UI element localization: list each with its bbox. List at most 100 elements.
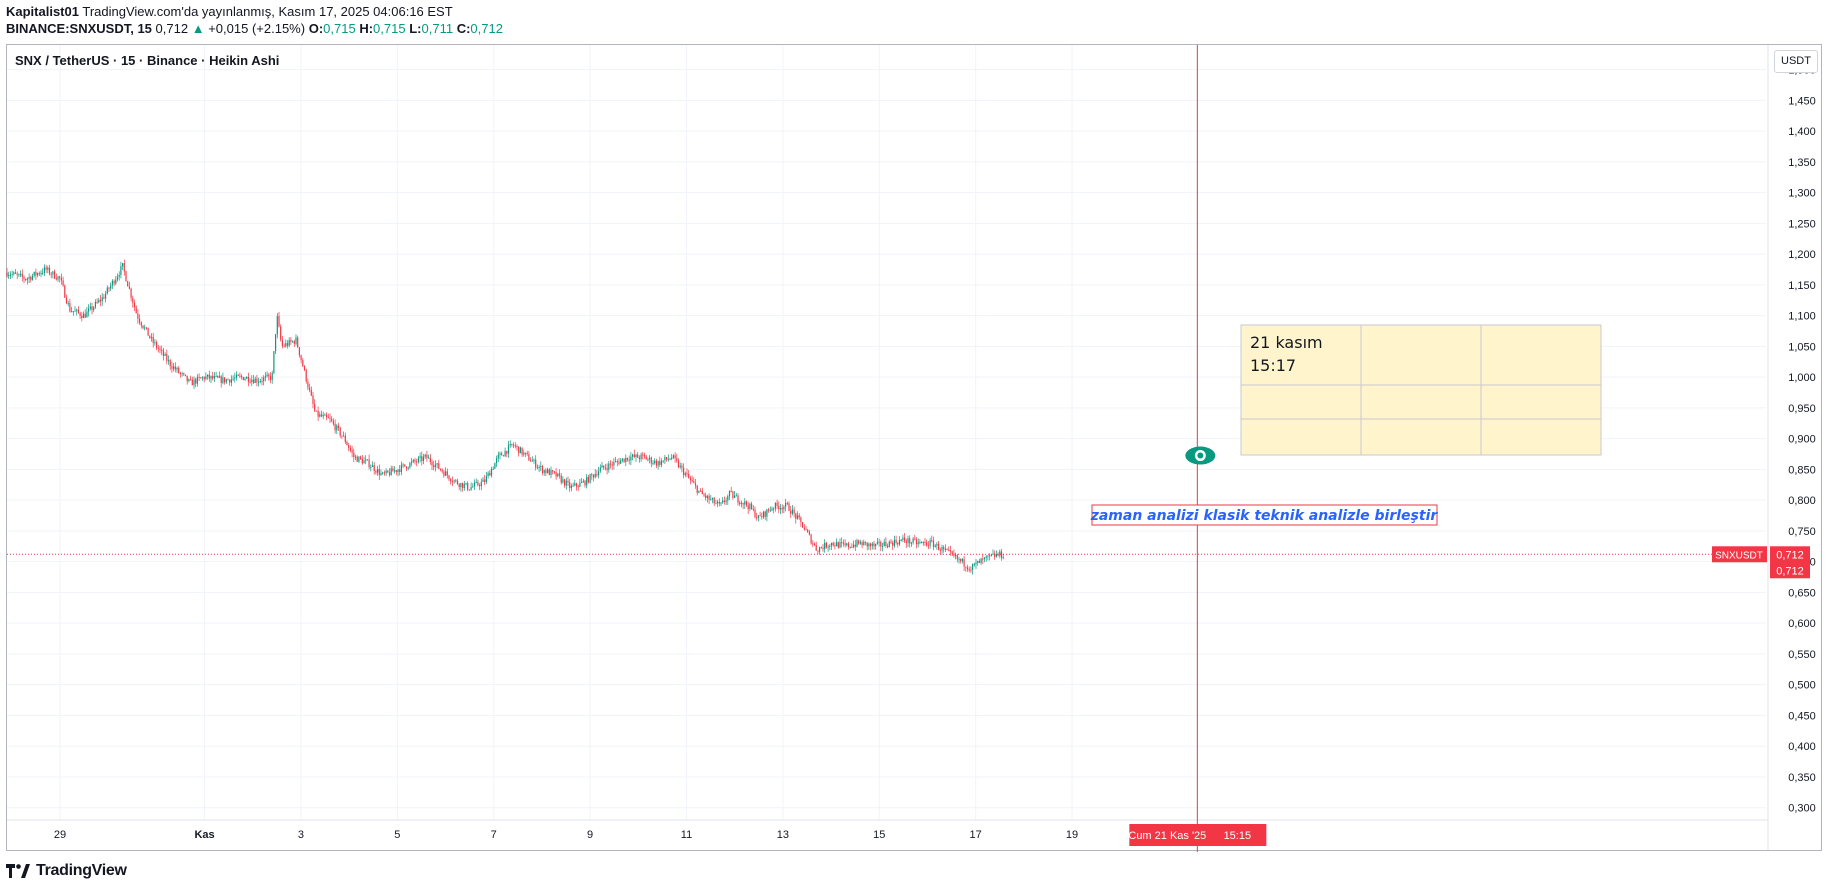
y-tick-label: 0,500 [1788,680,1816,692]
currency-button[interactable]: USDT [1774,50,1818,73]
candle-body-up [972,564,974,570]
candle-body-up [150,336,153,338]
candle-body-down [239,375,241,377]
candle-body-up [672,455,674,458]
candle-body-up [475,481,477,483]
candle-body-up [608,463,610,470]
candle-body-down [689,477,691,480]
candle-body-down [904,537,906,542]
candle-body-down [948,549,950,551]
candle-body-up [1002,557,1004,559]
candle-body-down [331,418,333,422]
candle-body-up [118,275,120,277]
candle-body-up [111,280,113,286]
candle-body-down [421,456,423,461]
author-name[interactable]: Kapitalist01 [6,4,79,19]
candle-body-down [388,472,391,476]
candle-body-down [681,465,683,468]
candle-body-down [939,549,941,551]
candle-body-up [876,542,878,544]
candle-body-down [841,542,843,544]
candle-body-up [89,306,91,309]
candle-body-down [742,502,744,505]
candle-body-down [433,465,435,468]
candle-body-up [640,454,642,460]
chart-frame[interactable] [6,44,1822,851]
candle-body-up [649,457,651,460]
candle-body-down [54,271,56,279]
candle-body-down [326,414,328,418]
symbol-price-tag-label: SNXUSDT [1715,550,1763,561]
candle-body-down [360,456,362,459]
chart-legend[interactable]: SNX / TetherUS · 15 · Binance · Heikin A… [15,53,280,68]
candles-group [6,259,1004,575]
candle-body-down [455,480,457,482]
candle-body-down [956,555,958,560]
candle-body-up [744,501,746,505]
candle-body-up [377,469,379,473]
candle-body-up [565,480,567,486]
candle-body-up [188,379,190,382]
candle-body-down [788,503,790,511]
candle-body-up [757,515,759,518]
candle-body-down [803,527,805,530]
candle-body-up [18,274,20,276]
candle-body-down [451,481,453,483]
candle-body-up [436,463,438,465]
candle-body-down [6,272,8,277]
candle-body-down [603,465,605,468]
candle-body-down [65,297,68,304]
candle-body-down [870,543,872,546]
publisher-line: Kapitalist01 TradingView.com'da yayınlan… [6,4,453,20]
candle-body-down [351,450,353,453]
candle-body-up [910,542,912,544]
candle-body-down [880,541,882,547]
candle-body-down [982,558,984,560]
candle-body-down [739,502,741,504]
candle-body-down [693,481,695,483]
candle-body-down [924,541,926,543]
candle-body-up [264,376,266,378]
candle-body-down [103,297,105,299]
candle-body-up [86,311,88,318]
candle-body-up [586,476,588,486]
candle-body-down [395,470,397,472]
candle-body-down [514,445,516,447]
candle-body-down [346,441,348,446]
candle-body-up [263,377,265,382]
candle-body-down [666,457,668,460]
candle-body-down [247,376,249,382]
candle-body-down [502,455,504,457]
candle-body-up [47,267,49,270]
eye-icon [1185,446,1216,465]
symbol-name[interactable]: BINANCE:SNXUSDT, 15 [6,21,152,36]
candle-body-up [995,554,997,557]
candle-body-down [327,417,329,419]
y-tick-label: 1,150 [1788,280,1816,292]
candle-body-down [468,489,470,491]
candle-body-down [756,517,758,519]
candle-body-up [8,275,10,277]
candle-body-up [497,454,499,459]
candle-body-up [579,482,581,487]
y-tick-label: 0,350 [1788,772,1816,784]
y-tick-label: 0,750 [1788,526,1816,538]
candle-body-up [547,469,549,474]
candle-body-down [38,273,40,275]
candle-body-down [895,539,897,543]
candle-body-down [378,469,380,476]
candle-body-down [926,542,928,546]
candle-body-up [749,503,751,510]
candle-body-down [315,410,317,412]
candle-body-up [28,276,30,279]
candle-body-down [914,538,916,540]
candle-body-down [286,343,289,346]
candle-body-down [99,299,102,302]
candle-body-down [186,375,188,382]
y-tick-label: 0,300 [1788,803,1816,815]
candle-body-up [232,378,234,380]
candle-body-up [234,377,236,379]
candle-body-up [985,556,987,558]
candle-body-down [443,471,445,476]
